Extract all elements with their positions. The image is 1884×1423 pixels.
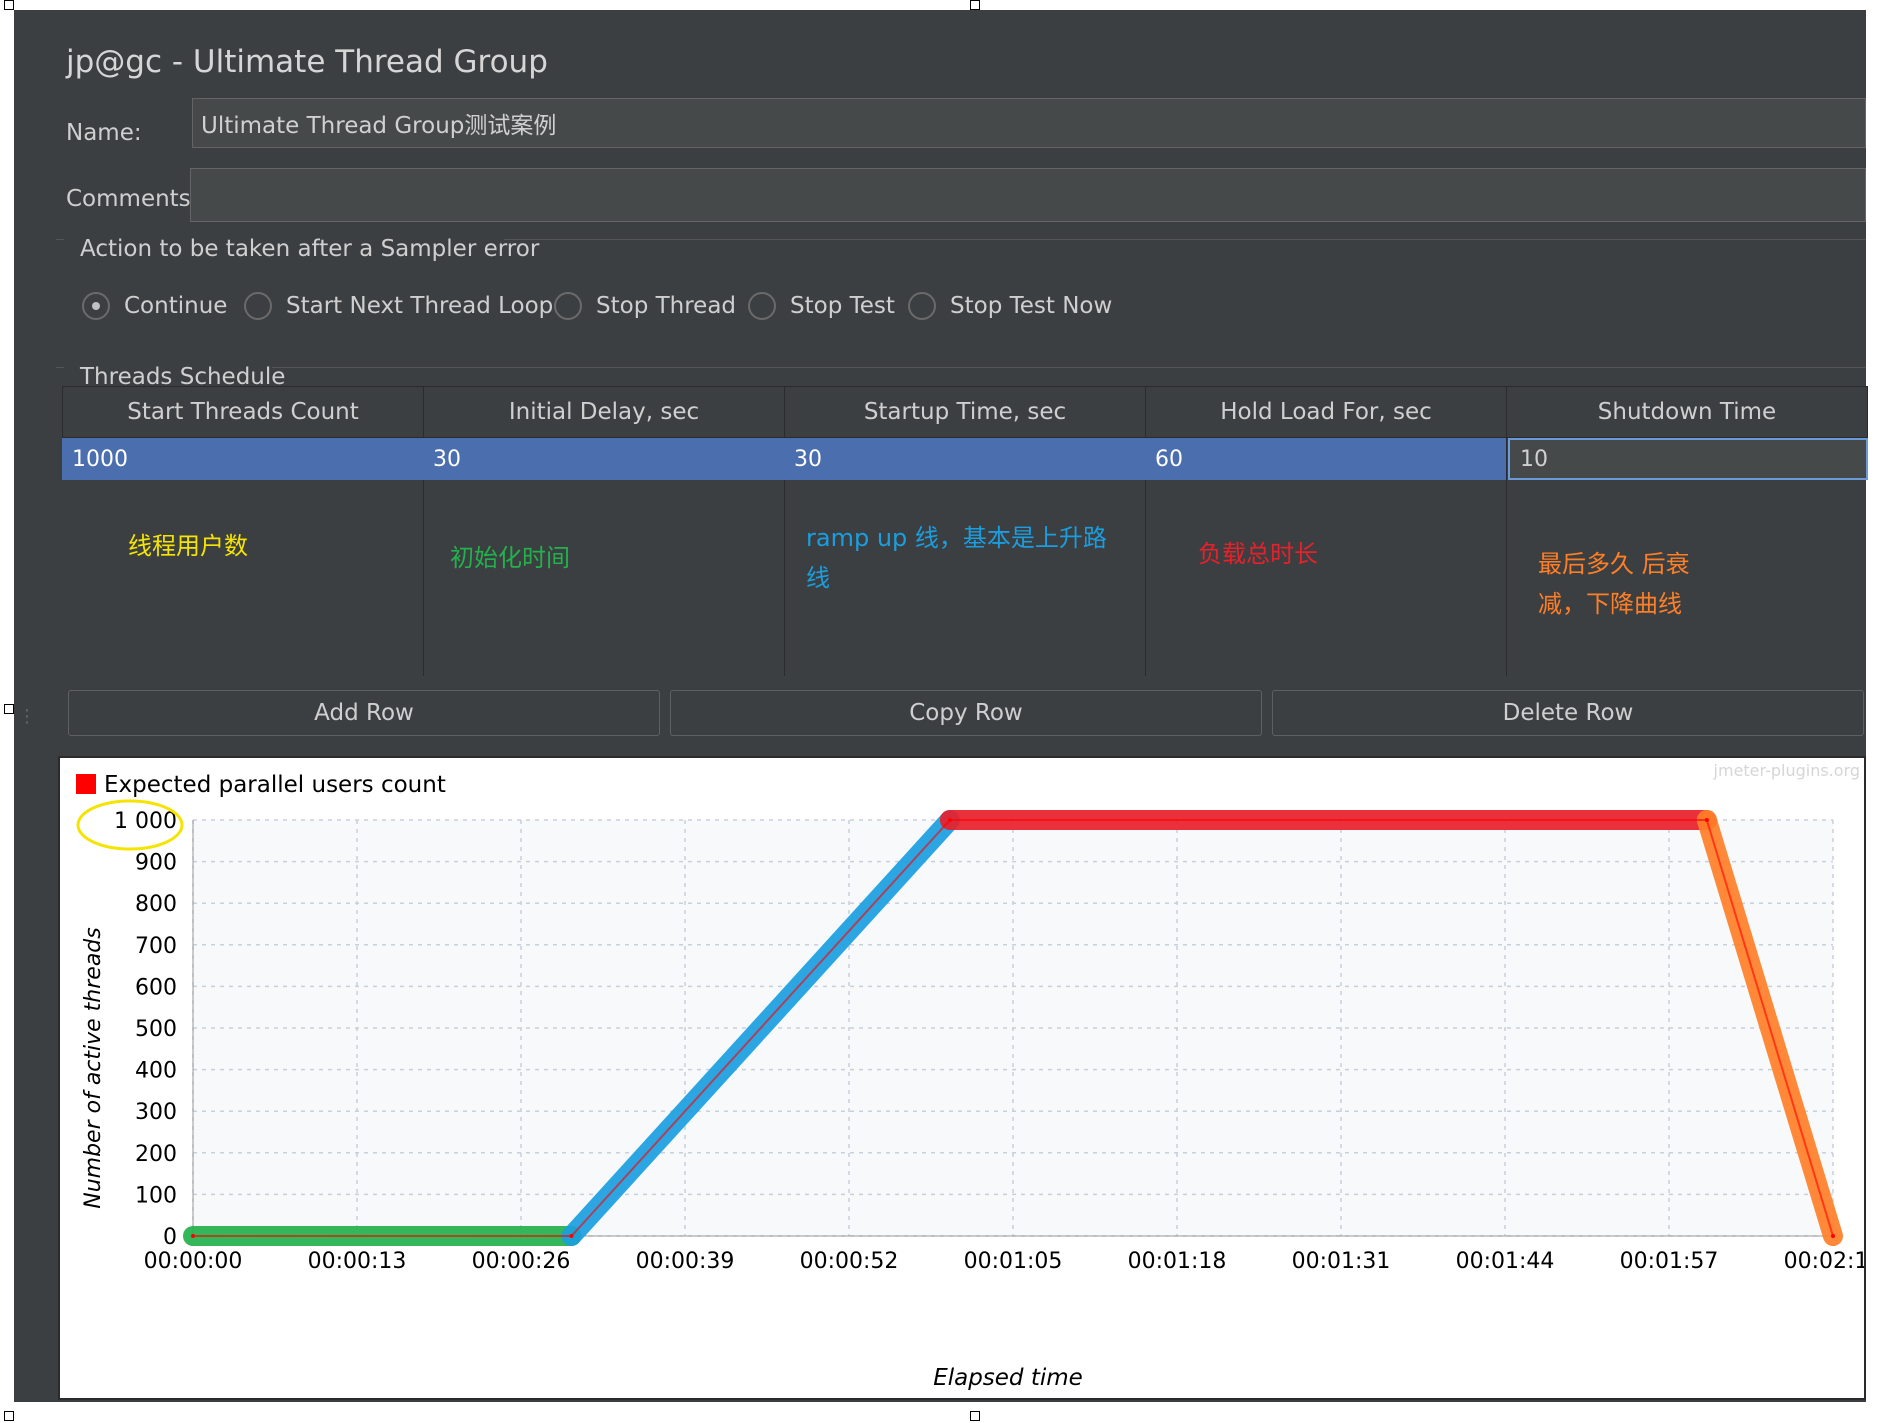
empty-cell: [784, 480, 1146, 676]
radio-icon: [244, 292, 272, 320]
resize-handle[interactable]: [970, 0, 980, 10]
copy-row-button[interactable]: Copy Row: [670, 690, 1262, 736]
radio-stop-test-now[interactable]: Stop Test Now: [908, 290, 1112, 322]
schedule-border: [56, 367, 64, 368]
radio-label: Stop Test: [790, 293, 895, 319]
table-cell[interactable]: 30: [423, 438, 785, 480]
x-tick-label: 00:00:39: [636, 1249, 735, 1274]
add-row-button[interactable]: Add Row: [68, 690, 660, 736]
series-point: [191, 1234, 195, 1238]
x-tick-label: 00:00:52: [800, 1249, 899, 1274]
y-tick-label: 100: [135, 1183, 177, 1208]
x-axis-label: Elapsed time: [933, 1365, 1083, 1391]
annotation-threads: 线程用户数: [128, 532, 248, 560]
empty-cell: [62, 480, 424, 676]
chart-marks: [76, 799, 1843, 1246]
delete-row-button[interactable]: Delete Row: [1272, 690, 1864, 736]
column-header[interactable]: Hold Load For, sec: [1145, 386, 1507, 438]
table-cell[interactable]: 1000: [62, 438, 424, 480]
column-header[interactable]: Startup Time, sec: [784, 386, 1146, 438]
radio-icon: [554, 292, 582, 320]
series-point: [947, 818, 952, 822]
x-tick-label: 00:01:44: [1456, 1249, 1555, 1274]
x-tick-label: 00:01:18: [1128, 1249, 1227, 1274]
radio-stop-thread[interactable]: Stop Thread: [554, 290, 736, 322]
annotation-hold: 负载总时长: [1198, 540, 1318, 568]
y-tick-label: 1 000: [114, 809, 177, 834]
chart-grid: [192, 819, 1834, 1237]
series-point: [1831, 1234, 1835, 1238]
schedule-legend: Threads Schedule: [80, 364, 286, 390]
y-tick-label: 0: [163, 1225, 177, 1250]
x-tick-label: 00:01:05: [964, 1249, 1063, 1274]
y-axis-label: Number of active threads: [81, 927, 106, 1209]
name-field[interactable]: Ultimate Thread Group测试案例: [192, 98, 1866, 148]
chart-watermark: jmeter-plugins.org: [1713, 761, 1860, 780]
threads-schedule-table: Start Threads Count Initial Delay, sec S…: [62, 386, 1868, 676]
y-tick-label: 800: [135, 892, 177, 917]
x-tick-label: 00:02:10: [1784, 1249, 1864, 1274]
series-point: [569, 1234, 574, 1238]
table-cell[interactable]: 30: [784, 438, 1146, 480]
schedule-border-right: [272, 367, 1866, 368]
annotation-startup: ramp up 线，基本是上升路线: [806, 524, 1107, 592]
x-tick-label: 00:00:13: [308, 1249, 407, 1274]
radio-start-next-thread-loop[interactable]: Start Next Thread Loop: [244, 290, 553, 322]
comments-field[interactable]: [190, 168, 1866, 222]
annotation-initial-delay: 初始化时间: [450, 544, 570, 572]
x-tick-label: 00:01:57: [1620, 1249, 1719, 1274]
radio-icon: [908, 292, 936, 320]
x-tick-label: 00:00:00: [144, 1249, 243, 1274]
comments-label: Comments:: [66, 186, 199, 212]
y-tick-label: 200: [135, 1142, 177, 1167]
resize-handle[interactable]: [4, 1411, 14, 1421]
resize-handle[interactable]: [970, 1411, 980, 1421]
column-header[interactable]: Start Threads Count: [62, 386, 424, 438]
series-point: [1704, 818, 1709, 822]
empty-cell: [1145, 480, 1507, 676]
y-tick-label: 400: [135, 1059, 177, 1084]
tick-highlight-circle: [76, 799, 184, 851]
name-label: Name:: [66, 120, 142, 146]
y-tick-label: 500: [135, 1017, 177, 1042]
radio-label: Start Next Thread Loop: [286, 293, 554, 319]
empty-cell: [423, 480, 785, 676]
y-tick-label: 300: [135, 1100, 177, 1125]
chart-svg: jmeter-plugins.org Expected parallel use…: [76, 761, 1882, 1391]
y-tick-label: 900: [135, 851, 177, 876]
sampler-error-border: [56, 239, 64, 240]
page-title: jp@gc - Ultimate Thread Group: [66, 44, 548, 80]
resize-handle[interactable]: [4, 0, 14, 10]
radio-icon: [748, 292, 776, 320]
resize-handle[interactable]: [4, 704, 14, 714]
expected-users-chart: jmeter-plugins.org Expected parallel use…: [58, 756, 1882, 1400]
legend-label: Expected parallel users count: [104, 772, 446, 798]
chart-ticks: 00:00:00 00:00:13 00:00:26 00:00:39 00:00:52…: [114, 809, 1882, 1274]
table-cell-editing[interactable]: 10: [1508, 438, 1868, 480]
y-tick-label: 600: [135, 975, 177, 1000]
x-tick-label: 00:01:31: [1292, 1249, 1391, 1274]
table-cell[interactable]: 60: [1145, 438, 1507, 480]
radio-selected-icon: [82, 292, 110, 320]
radio-label: Stop Test Now: [950, 293, 1113, 319]
drag-dots-icon[interactable]: ⋮: [18, 706, 36, 727]
x-tick-label: 00:00:26: [472, 1249, 571, 1274]
radio-stop-test[interactable]: Stop Test: [748, 290, 895, 322]
radio-label: Stop Thread: [596, 293, 737, 319]
radio-continue[interactable]: Continue: [82, 290, 227, 322]
y-tick-label: 700: [135, 934, 177, 959]
column-header[interactable]: Shutdown Time: [1506, 386, 1868, 438]
annotation-shutdown: 最后多久 后衰减，下降曲线: [1538, 550, 1690, 618]
legend-swatch: [76, 774, 96, 794]
column-header[interactable]: Initial Delay, sec: [423, 386, 785, 438]
radio-label: Continue: [124, 293, 228, 319]
sampler-error-border-right: [504, 239, 1866, 240]
sampler-error-legend: Action to be taken after a Sampler error: [80, 236, 540, 262]
